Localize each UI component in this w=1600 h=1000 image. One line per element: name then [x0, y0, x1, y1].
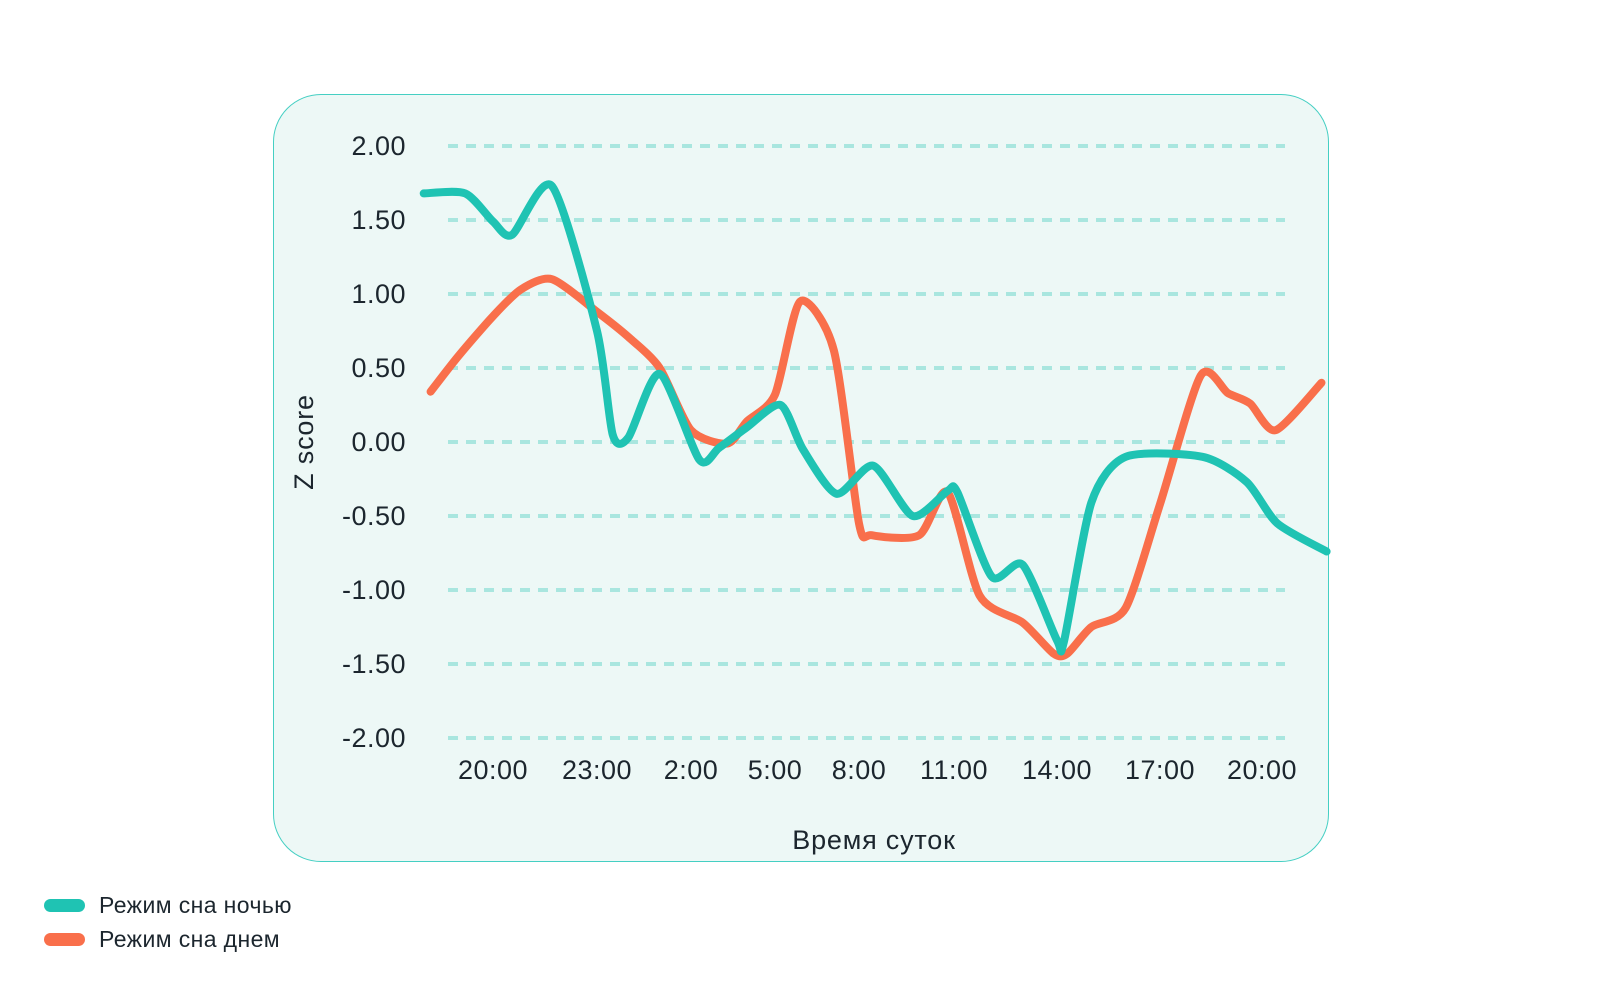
x-axis-tick-label: 8:00 [831, 755, 887, 785]
y-axis-title: Z score [289, 394, 319, 490]
x-axis-tick-label: 17:00 [1124, 755, 1196, 785]
y-axis-tick-label: -0.50 [341, 501, 406, 531]
legend: Режим сна ночью Режим сна днем [44, 892, 292, 960]
series-line-night [419, 180, 1331, 656]
y-axis-tick-label: -1.00 [341, 575, 406, 605]
x-axis-tick-label: 23:00 [561, 755, 633, 785]
legend-label-night: Режим сна ночью [99, 892, 292, 918]
legend-item-night: Режим сна ночью [44, 892, 292, 919]
y-axis-tick-label: 0.50 [351, 353, 406, 383]
x-axis-title: Время суток [792, 825, 956, 855]
y-axis-tick-label: -1.50 [341, 649, 406, 679]
series-line-day [426, 274, 1326, 661]
y-axis-tick-label: 1.50 [351, 205, 406, 235]
x-axis-tick-label: 5:00 [747, 755, 803, 785]
legend-swatch-night [44, 899, 85, 912]
y-axis-tick-label: 1.00 [351, 279, 406, 309]
x-axis-tick-label: 11:00 [919, 755, 989, 785]
gridlines [448, 144, 1285, 740]
x-axis-tick-label: 2:00 [663, 755, 719, 785]
legend-label-day: Режим сна днем [99, 926, 281, 952]
legend-item-day: Режим сна днем [44, 926, 292, 953]
x-axis-tick-label: 20:00 [1226, 755, 1298, 785]
legend-swatch-day [44, 933, 85, 946]
chart-series [419, 180, 1331, 661]
y-axis-tick-label: -2.00 [341, 723, 406, 753]
y-axis-tick-label: 0.00 [351, 427, 406, 457]
x-axis-tick-label: 14:00 [1021, 755, 1093, 785]
y-axis-tick-label: 2.00 [351, 131, 406, 161]
x-axis-tick-label: 20:00 [457, 755, 529, 785]
